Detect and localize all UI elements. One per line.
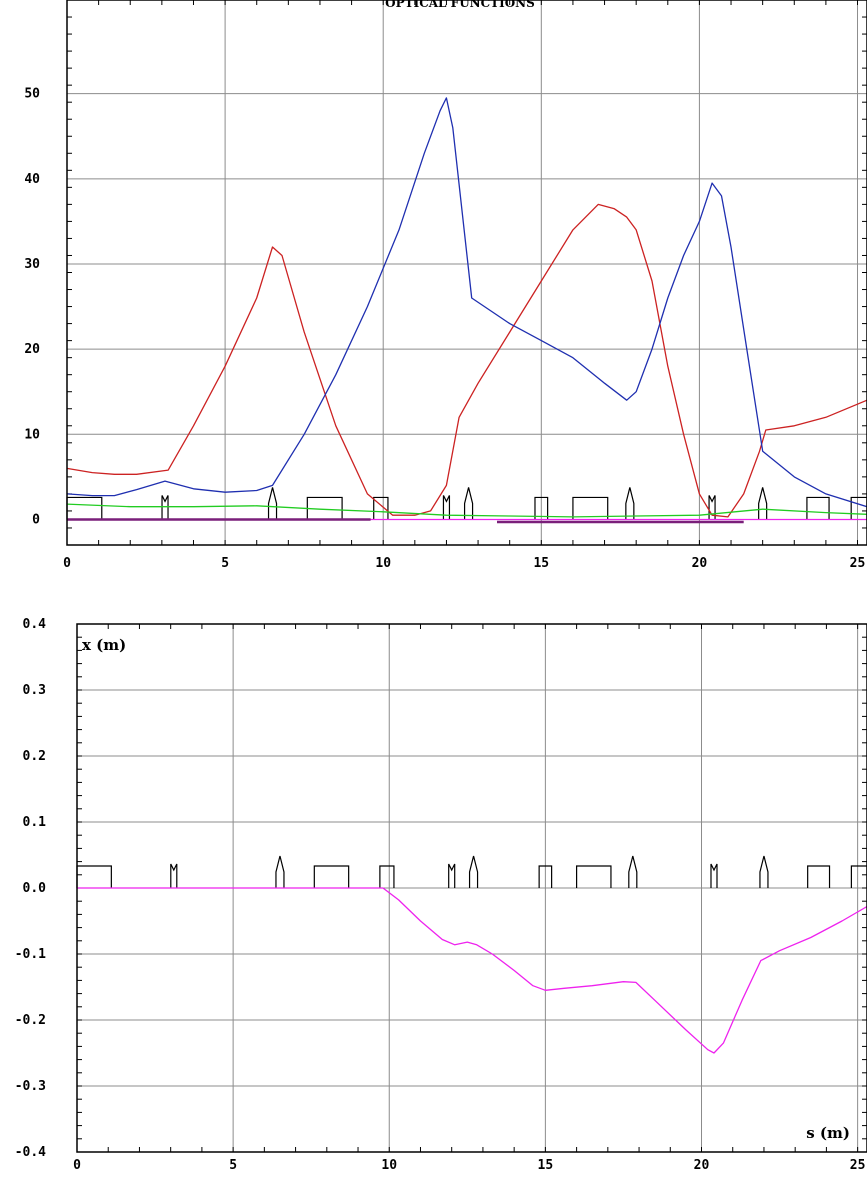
lattice-sextupole (267, 487, 278, 520)
lattice-bend (379, 865, 395, 888)
y-tick-label: 0.2 (23, 749, 46, 764)
x-tick-label: 15 (538, 1158, 554, 1173)
series-line-0 (77, 887, 867, 1054)
orbit-chart: 0 5 10 15 20 25 0.4 0.3 0.2 0.1 0.0 -0.1 -0.2 -0.3 -0.… (15, 617, 867, 1173)
lattice-bend (807, 865, 831, 888)
y-tick-label: 0.1 (23, 815, 47, 830)
lattice-bend (850, 865, 867, 888)
lattice-quad (161, 495, 169, 520)
lattice-bend (534, 496, 549, 520)
series-line-2 (66, 503, 867, 518)
x-tick-label: 10 (381, 1158, 397, 1173)
x-tick-label: 10 (375, 556, 391, 571)
lattice-bend (850, 496, 867, 520)
lattice-sextupole (468, 855, 479, 888)
y-tick-label: 50 (24, 87, 40, 102)
y-tick-label: 10 (24, 427, 40, 442)
lattice-bend (538, 865, 553, 888)
plot-frame (76, 623, 867, 1153)
lattice-sextupole (463, 487, 474, 520)
y-tick-label: 0.3 (23, 683, 46, 698)
lattice-quad (710, 863, 718, 888)
x-axis-label: s (m) (806, 1124, 850, 1142)
x-tick-label: 20 (694, 1158, 710, 1173)
lattice-sextupole (759, 855, 769, 888)
optical-functions-chart: 0 5 10 15 20 25 0 10 20 30 40 50 OPTICAL FUNCTIONS (24, 0, 867, 571)
chart-title: OPTICAL FUNCTIONS (385, 0, 535, 10)
lattice-quad (442, 495, 451, 520)
x-tick-label: 0 (73, 1158, 81, 1173)
x-tick-label: 5 (221, 556, 229, 571)
lattice-bend (806, 496, 830, 520)
y-tick-label: -0.2 (15, 1013, 46, 1028)
lattice-quad (708, 495, 716, 520)
x-tick-label: 25 (850, 556, 866, 571)
lattice-bend (373, 496, 389, 520)
series-line-0 (66, 203, 867, 518)
plot-area (67, 0, 867, 545)
series-line-1 (66, 97, 867, 508)
lattice-bend (576, 865, 612, 888)
y-tick-label: -0.3 (15, 1079, 46, 1094)
y-tick-label: 20 (24, 342, 40, 357)
x-tick-label: 0 (63, 556, 71, 571)
y-tick-label: 0 (32, 512, 40, 527)
y-tick-label: -0.1 (15, 947, 46, 962)
x-tick-label: 5 (229, 1158, 237, 1173)
y-tick-label: 0.4 (23, 617, 47, 632)
x-tick-label: 25 (850, 1158, 866, 1173)
lattice-sextupole (628, 855, 638, 888)
y-tick-label: 0.0 (23, 881, 47, 896)
lattice-quad (448, 863, 456, 888)
lattice-bend (313, 865, 350, 888)
lattice-bend (572, 496, 609, 520)
x-tick-label: 20 (692, 556, 708, 571)
lattice-quad (170, 863, 178, 888)
y-tick-label: 30 (24, 257, 40, 272)
plot-frame (66, 0, 867, 546)
y-tick-label: -0.4 (15, 1145, 46, 1160)
y-axis-label: x (m) (82, 636, 126, 654)
lattice-sextupole (625, 487, 635, 520)
x-tick-label: 15 (533, 556, 549, 571)
y-tick-label: 40 (24, 172, 40, 187)
lattice-sextupole (275, 855, 285, 888)
